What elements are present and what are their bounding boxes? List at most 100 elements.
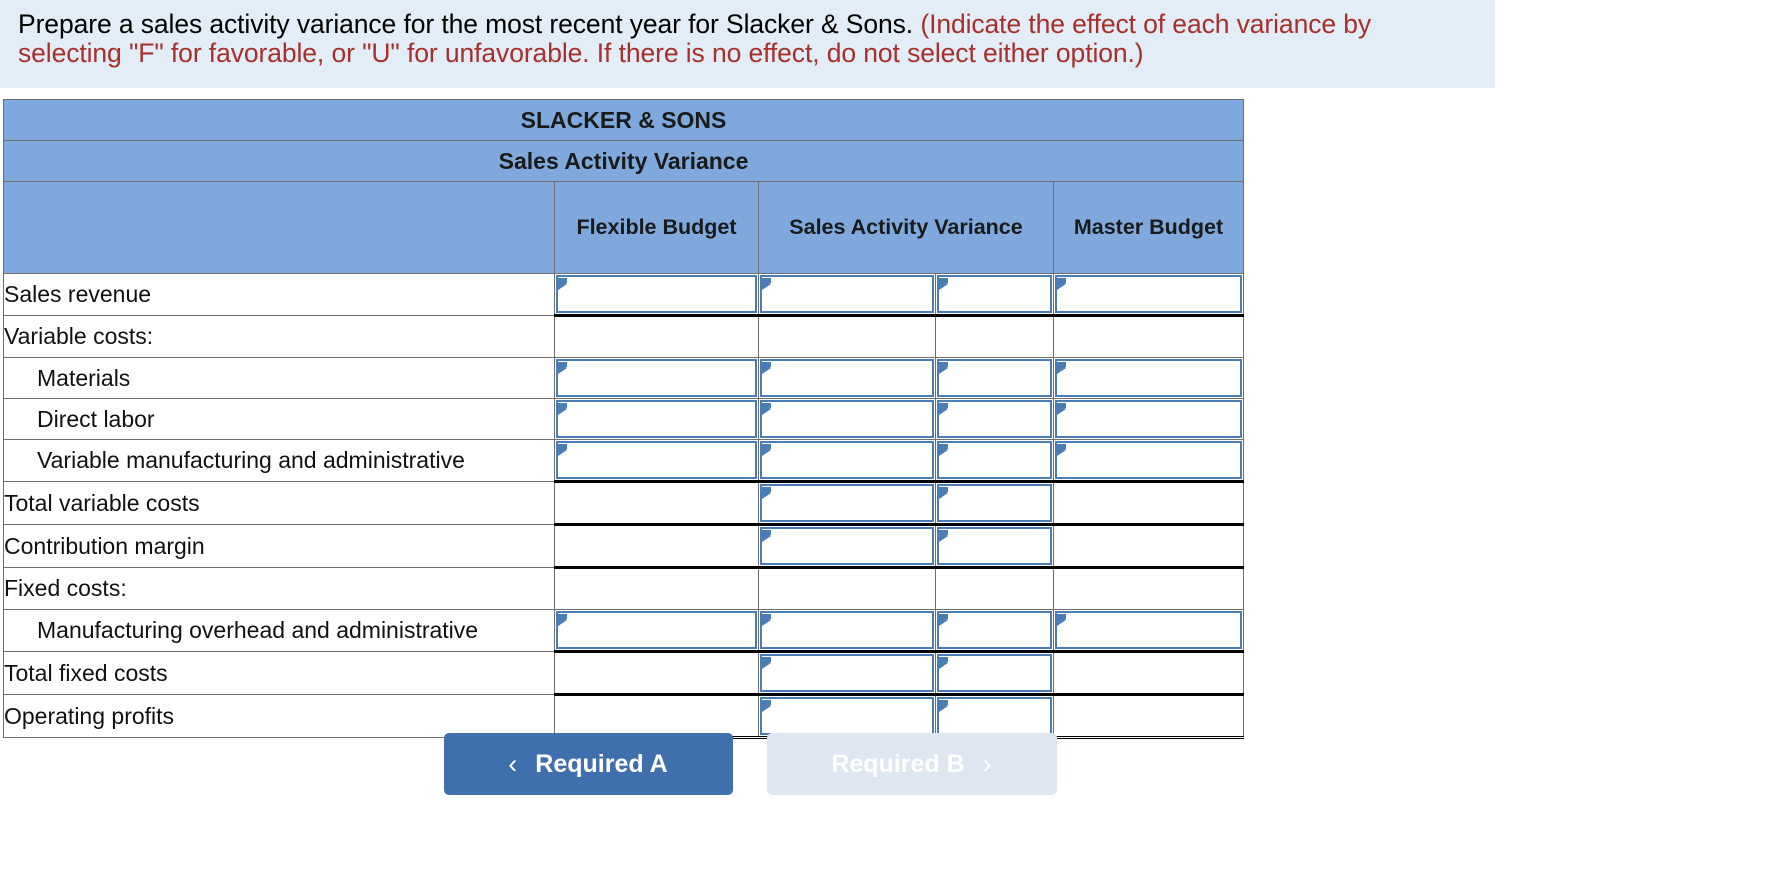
instruction-hint: (Indicate the effect of each variance by…: [18, 9, 1372, 68]
row-label: Direct labor: [3, 398, 555, 440]
statement-title: Sales Activity Variance: [2, 140, 1245, 182]
value-cell: [935, 398, 1054, 440]
value-cell: [554, 567, 759, 610]
value-cell: [935, 273, 1054, 317]
required-a-button[interactable]: ‹ Required A: [443, 733, 733, 795]
value-input[interactable]: [760, 611, 934, 649]
value-input[interactable]: [556, 441, 757, 479]
dropdown-arrow-icon[interactable]: [1057, 278, 1066, 290]
value-cell: [758, 524, 936, 569]
dropdown-arrow-icon[interactable]: [558, 403, 567, 415]
value-input[interactable]: [1055, 359, 1243, 397]
row-label: Manufacturing overhead and administrativ…: [3, 609, 555, 652]
dropdown-arrow-icon[interactable]: [939, 530, 948, 542]
sales-activity-variance-worksheet: SLACKER & SONS Sales Activity Variance F…: [2, 99, 1245, 739]
value-input[interactable]: [1055, 611, 1243, 649]
value-input[interactable]: [1055, 441, 1243, 479]
table-row: Variable costs:: [3, 315, 1245, 358]
column-header-master-budget: Master Budget: [1052, 181, 1245, 274]
row-label: Operating profits: [3, 694, 555, 738]
dropdown-arrow-icon[interactable]: [762, 530, 771, 542]
dropdown-arrow-icon[interactable]: [939, 403, 948, 415]
row-label: Total fixed costs: [3, 651, 555, 695]
value-input[interactable]: [760, 441, 934, 479]
value-cell: [758, 609, 936, 653]
value-cell: [758, 694, 936, 739]
value-input[interactable]: [937, 697, 1052, 735]
table-row: Sales revenue: [3, 273, 1245, 317]
value-input[interactable]: [760, 275, 934, 313]
value-cell: [554, 524, 759, 569]
dropdown-arrow-icon[interactable]: [1057, 444, 1066, 456]
dropdown-arrow-icon[interactable]: [762, 403, 771, 415]
company-title: SLACKER & SONS: [2, 99, 1245, 141]
instruction-text: Prepare a sales activity variance for th…: [18, 10, 1481, 68]
dropdown-arrow-icon[interactable]: [939, 487, 948, 499]
table-row: Materials: [3, 357, 1245, 399]
value-input[interactable]: [556, 275, 757, 313]
value-input[interactable]: [556, 400, 757, 438]
value-input[interactable]: [1055, 400, 1243, 438]
value-cell: [1052, 315, 1245, 358]
worksheet-subtitle-row: Sales Activity Variance: [2, 140, 1245, 182]
value-input[interactable]: [760, 484, 934, 522]
value-cell: [758, 273, 936, 317]
value-input[interactable]: [760, 400, 934, 438]
value-cell: [554, 357, 759, 399]
value-input[interactable]: [556, 611, 757, 649]
dropdown-arrow-icon[interactable]: [762, 278, 771, 290]
value-cell: [1052, 694, 1245, 739]
dropdown-arrow-icon[interactable]: [1057, 403, 1066, 415]
dropdown-arrow-icon[interactable]: [762, 362, 771, 374]
value-cell: [1052, 567, 1245, 610]
value-input[interactable]: [937, 484, 1052, 522]
dropdown-arrow-icon[interactable]: [762, 614, 771, 626]
dropdown-arrow-icon[interactable]: [762, 657, 771, 669]
dropdown-arrow-icon[interactable]: [762, 700, 771, 712]
row-label: Variable manufacturing and administrativ…: [3, 439, 555, 482]
value-cell: [935, 651, 1054, 696]
dropdown-arrow-icon[interactable]: [939, 278, 948, 290]
column-header-sales-activity-variance: Sales Activity Variance: [758, 181, 1054, 274]
value-input[interactable]: [937, 527, 1052, 565]
value-cell: [935, 609, 1054, 653]
value-cell: [554, 439, 759, 483]
row-label: Contribution margin: [3, 524, 555, 568]
value-input[interactable]: [937, 654, 1052, 692]
table-row: Total fixed costs: [3, 651, 1245, 696]
value-input[interactable]: [760, 654, 934, 692]
value-cell: [758, 398, 936, 440]
dropdown-arrow-icon[interactable]: [939, 444, 948, 456]
value-input[interactable]: [937, 275, 1052, 313]
column-header-blank: [3, 181, 555, 274]
dropdown-arrow-icon[interactable]: [762, 487, 771, 499]
value-input[interactable]: [937, 611, 1052, 649]
value-input[interactable]: [937, 441, 1052, 479]
value-input[interactable]: [556, 359, 757, 397]
value-cell: [554, 273, 759, 317]
dropdown-arrow-icon[interactable]: [558, 614, 567, 626]
dropdown-arrow-icon[interactable]: [939, 700, 948, 712]
value-cell: [935, 567, 1054, 610]
required-b-button[interactable]: Required B ›: [766, 733, 1057, 795]
value-input[interactable]: [937, 400, 1052, 438]
value-input[interactable]: [760, 697, 934, 735]
instruction-banner: Prepare a sales activity variance for th…: [0, 0, 1495, 88]
value-input[interactable]: [1055, 275, 1243, 313]
dropdown-arrow-icon[interactable]: [939, 362, 948, 374]
dropdown-arrow-icon[interactable]: [558, 278, 567, 290]
dropdown-arrow-icon[interactable]: [558, 444, 567, 456]
dropdown-arrow-icon[interactable]: [558, 362, 567, 374]
table-row: Total variable costs: [3, 481, 1245, 526]
dropdown-arrow-icon[interactable]: [762, 444, 771, 456]
worksheet-body: SLACKER & SONS Sales Activity Variance F…: [2, 99, 1245, 739]
value-input[interactable]: [760, 527, 934, 565]
table-row: Manufacturing overhead and administrativ…: [3, 609, 1245, 653]
dropdown-arrow-icon[interactable]: [939, 657, 948, 669]
value-input[interactable]: [937, 359, 1052, 397]
dropdown-arrow-icon[interactable]: [1057, 614, 1066, 626]
row-label: Variable costs:: [3, 315, 555, 358]
dropdown-arrow-icon[interactable]: [939, 614, 948, 626]
dropdown-arrow-icon[interactable]: [1057, 362, 1066, 374]
value-input[interactable]: [760, 359, 934, 397]
